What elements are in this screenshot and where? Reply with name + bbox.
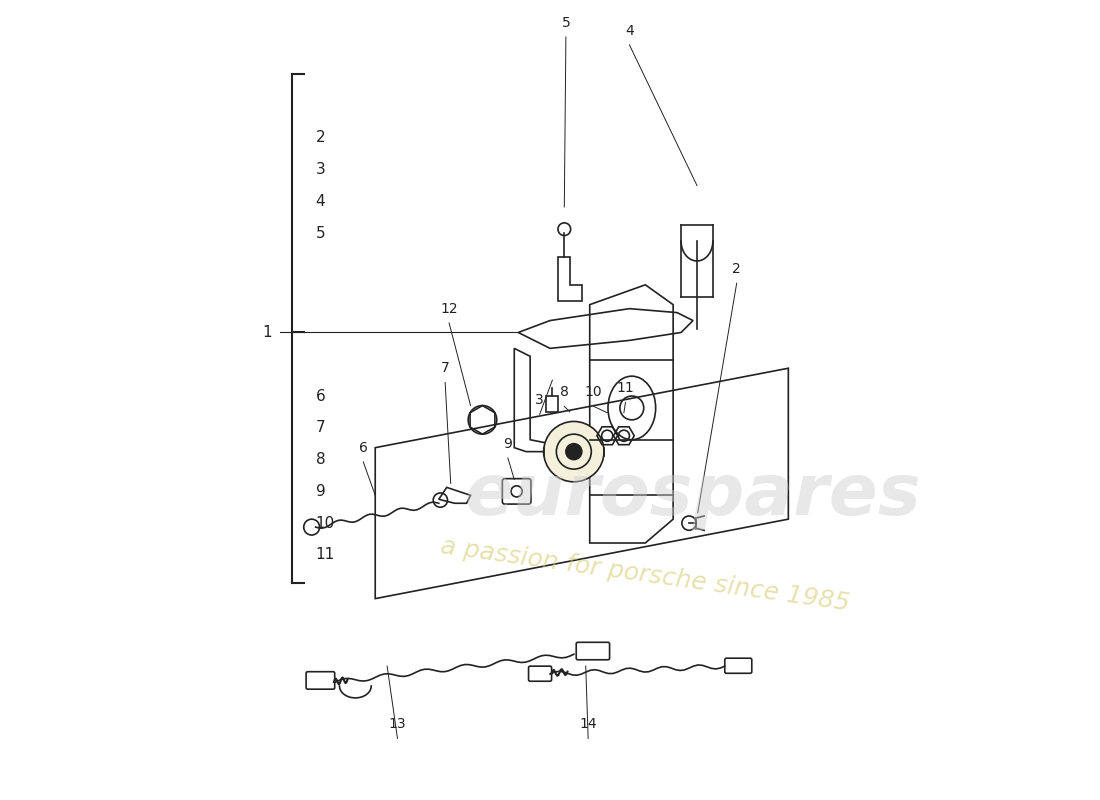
- Text: 6: 6: [316, 389, 326, 403]
- Text: 9: 9: [316, 484, 326, 499]
- Text: 9: 9: [504, 437, 513, 450]
- Text: 12: 12: [440, 302, 458, 316]
- Text: 5: 5: [561, 16, 570, 30]
- Text: eurospares: eurospares: [464, 461, 922, 530]
- Text: 3: 3: [316, 162, 326, 177]
- Text: 13: 13: [388, 717, 406, 731]
- Text: 8: 8: [560, 385, 569, 399]
- Text: 14: 14: [580, 717, 597, 731]
- Text: 2: 2: [733, 262, 741, 276]
- Text: 4: 4: [316, 194, 326, 209]
- Text: 6: 6: [359, 441, 367, 454]
- Text: 7: 7: [441, 362, 450, 375]
- Text: 10: 10: [585, 385, 603, 399]
- Text: 8: 8: [316, 452, 326, 467]
- Circle shape: [565, 444, 582, 459]
- Text: 11: 11: [617, 381, 635, 395]
- Circle shape: [543, 422, 604, 482]
- Text: 10: 10: [316, 516, 334, 530]
- Text: 5: 5: [316, 226, 326, 241]
- Text: 3: 3: [536, 393, 544, 407]
- Text: 7: 7: [316, 420, 326, 435]
- Text: 2: 2: [316, 130, 326, 146]
- Text: 1: 1: [262, 325, 272, 340]
- Text: 11: 11: [316, 547, 334, 562]
- Text: 4: 4: [625, 23, 634, 38]
- Text: a passion for porsche since 1985: a passion for porsche since 1985: [439, 534, 851, 615]
